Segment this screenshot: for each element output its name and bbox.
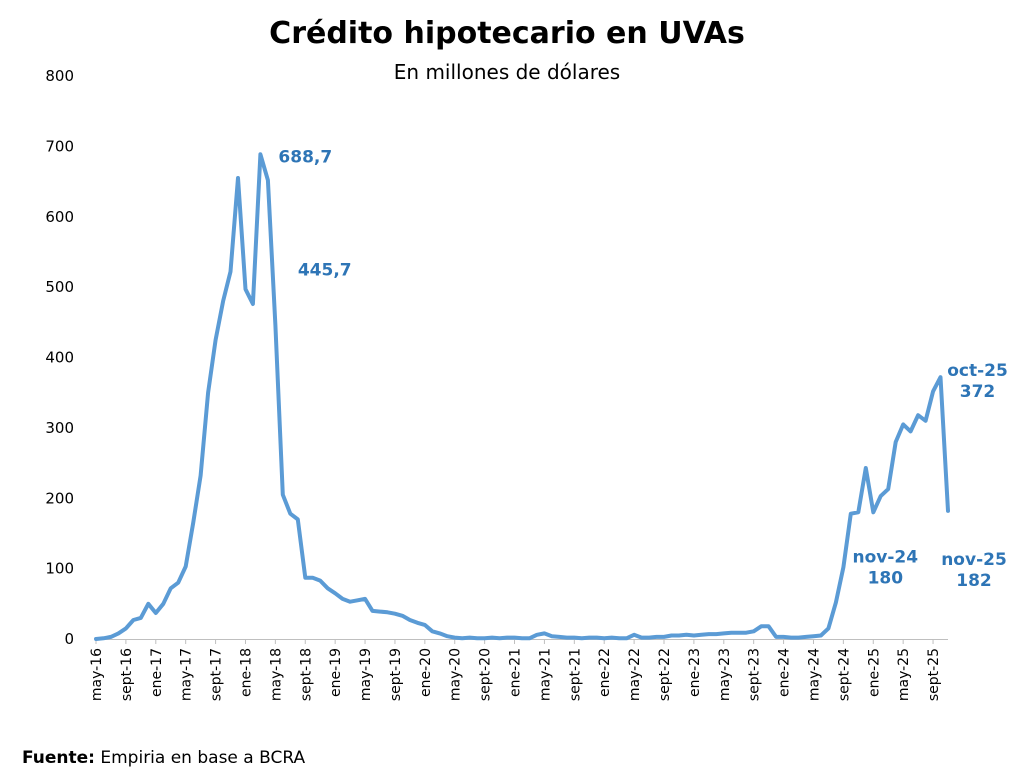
x-tick-label: ene-17 xyxy=(149,648,165,697)
data-label-line: 180 xyxy=(868,568,904,588)
series-line xyxy=(94,152,950,641)
x-tick-label: ene-24 xyxy=(777,648,793,697)
x-tick-label: sept-22 xyxy=(657,648,673,701)
x-tick-label: may-23 xyxy=(717,648,733,701)
x-tick-label: may-17 xyxy=(179,648,195,701)
x-tick-label: ene-23 xyxy=(687,648,703,697)
y-tick-label: 200 xyxy=(45,489,74,507)
y-tick-label: 300 xyxy=(45,419,74,437)
x-tick-label: may-25 xyxy=(896,648,912,701)
line-chart: 0 100 200 300 400 500 600 700 800 may-16 sept-16 e… xyxy=(45,67,1007,701)
series-layer xyxy=(94,152,950,641)
data-label: 445,7 xyxy=(298,260,352,280)
source-note: Fuente: Empiria en base a BCRA xyxy=(22,748,305,768)
x-tick-label: sept-17 xyxy=(209,648,225,701)
x-tick-label: ene-25 xyxy=(866,648,882,697)
x-tick-label: ene-22 xyxy=(597,648,613,697)
y-tick-label: 600 xyxy=(45,208,74,226)
y-tick-label: 500 xyxy=(45,278,74,296)
data-label-line: nov-25 xyxy=(941,550,1007,570)
x-tick-label: may-21 xyxy=(537,648,553,701)
chart-title: Crédito hipotecario en UVAs xyxy=(269,16,745,51)
x-tick-label: ene-21 xyxy=(508,648,524,697)
x-tick-label: sept-20 xyxy=(478,648,494,701)
data-label: nov-24 180 xyxy=(853,547,919,588)
x-tick-label: ene-18 xyxy=(238,648,254,697)
source-label: Fuente: xyxy=(22,748,95,768)
annotations-layer: 688,7 445,7 nov-24 180 oct-25 372 nov-25 182 xyxy=(278,147,1007,591)
x-tick-label: sept-16 xyxy=(119,648,135,701)
data-label-line: 688,7 xyxy=(278,147,332,167)
chart-subtitle: En millones de dólares xyxy=(393,60,621,84)
data-label-line: 372 xyxy=(960,382,996,402)
y-axis: 0 100 200 300 400 500 600 700 800 xyxy=(45,67,74,648)
y-tick-label: 100 xyxy=(45,560,74,578)
x-tick-label: sept-19 xyxy=(388,648,404,701)
x-tick-label: may-16 xyxy=(89,648,105,701)
x-tick-label: ene-19 xyxy=(328,648,344,697)
y-tick-label: 800 xyxy=(45,67,74,85)
data-label: oct-25 372 xyxy=(947,361,1008,402)
x-tick-label: sept-25 xyxy=(926,648,942,701)
data-label: 688,7 xyxy=(278,147,332,167)
x-tick-label: may-22 xyxy=(627,648,643,701)
x-tick-label: sept-24 xyxy=(836,648,852,701)
data-label: nov-25 182 xyxy=(941,550,1007,591)
x-tick-label: ene-20 xyxy=(418,648,434,697)
x-tick-label: may-18 xyxy=(268,648,284,701)
x-tick-label: may-20 xyxy=(448,648,464,701)
y-tick-label: 400 xyxy=(45,349,74,367)
x-tick-label: sept-18 xyxy=(298,648,314,701)
x-tick-label: sept-23 xyxy=(747,648,763,701)
x-axis: may-16 sept-16 ene-17 may-17 sept-17 ene-18 ma… xyxy=(89,639,948,701)
y-tick-label: 700 xyxy=(45,137,74,155)
data-label-line: 182 xyxy=(956,571,992,591)
data-label-line: nov-24 xyxy=(853,547,919,567)
y-tick-label: 0 xyxy=(64,630,74,648)
x-tick-label: sept-21 xyxy=(567,648,583,701)
data-label-line: 445,7 xyxy=(298,260,352,280)
x-tick-label: may-19 xyxy=(358,648,374,701)
x-tick-label: may-24 xyxy=(806,648,822,701)
source-text: Empiria en base a BCRA xyxy=(94,748,306,768)
data-label-line: oct-25 xyxy=(947,361,1008,381)
